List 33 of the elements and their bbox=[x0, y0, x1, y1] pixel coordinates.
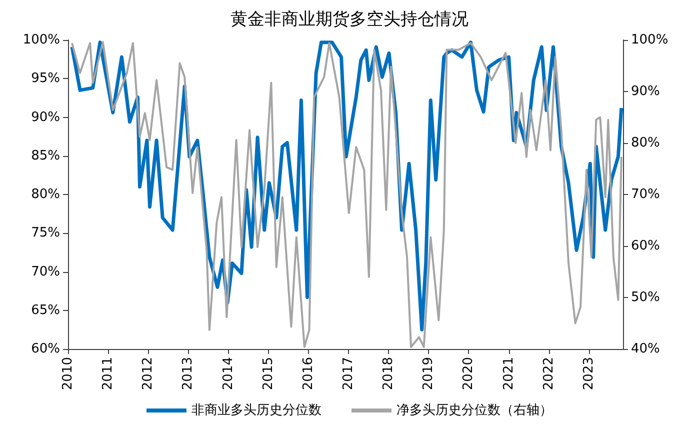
y-tick-label: 85% bbox=[31, 148, 60, 164]
x-tick-label: 2015 bbox=[260, 357, 276, 390]
legend-label: 净多头历史分位数（右轴） bbox=[396, 403, 552, 418]
y-tick-label: 80% bbox=[31, 187, 60, 202]
y2-tick-label: 100% bbox=[631, 32, 668, 48]
y2-tick-label: 40% bbox=[631, 342, 660, 356]
y-tick-label: 90% bbox=[31, 110, 60, 125]
x-tick-label: 2023 bbox=[581, 357, 596, 390]
legend-label: 非商业多头历史分位数 bbox=[192, 403, 322, 418]
x-tick-label: 2021 bbox=[501, 357, 516, 390]
x-tick-label: 2016 bbox=[300, 357, 316, 390]
y-tick-label: 100% bbox=[22, 32, 60, 48]
x-tick-label: 2019 bbox=[421, 357, 436, 390]
x-tick-label: 2011 bbox=[100, 357, 116, 390]
chart-title: 黄金非商业期货多空头持仓情况 bbox=[230, 10, 468, 30]
x-tick-label: 2018 bbox=[381, 357, 396, 390]
y-tick-label: 60% bbox=[31, 342, 60, 356]
x-tick-label: 2020 bbox=[461, 357, 476, 390]
y2-tick-label: 50% bbox=[631, 290, 660, 305]
x-tick-label: 2013 bbox=[180, 357, 196, 390]
x-tick-label: 2010 bbox=[60, 357, 76, 390]
y2-tick-label: 80% bbox=[631, 136, 660, 150]
x-tick-label: 2012 bbox=[140, 357, 156, 390]
y2-tick-label: 70% bbox=[631, 187, 660, 202]
x-tick-label: 2014 bbox=[220, 357, 236, 390]
y2-tick-label: 60% bbox=[631, 238, 660, 254]
y2-tick-label: 90% bbox=[631, 84, 660, 99]
x-tick-label: 2017 bbox=[341, 357, 356, 390]
y-tick-label: 95% bbox=[31, 71, 60, 86]
x-tick-label: 2022 bbox=[541, 357, 556, 390]
y-tick-label: 70% bbox=[31, 264, 60, 280]
y-tick-label: 65% bbox=[31, 302, 60, 318]
y-tick-label: 75% bbox=[31, 226, 60, 241]
